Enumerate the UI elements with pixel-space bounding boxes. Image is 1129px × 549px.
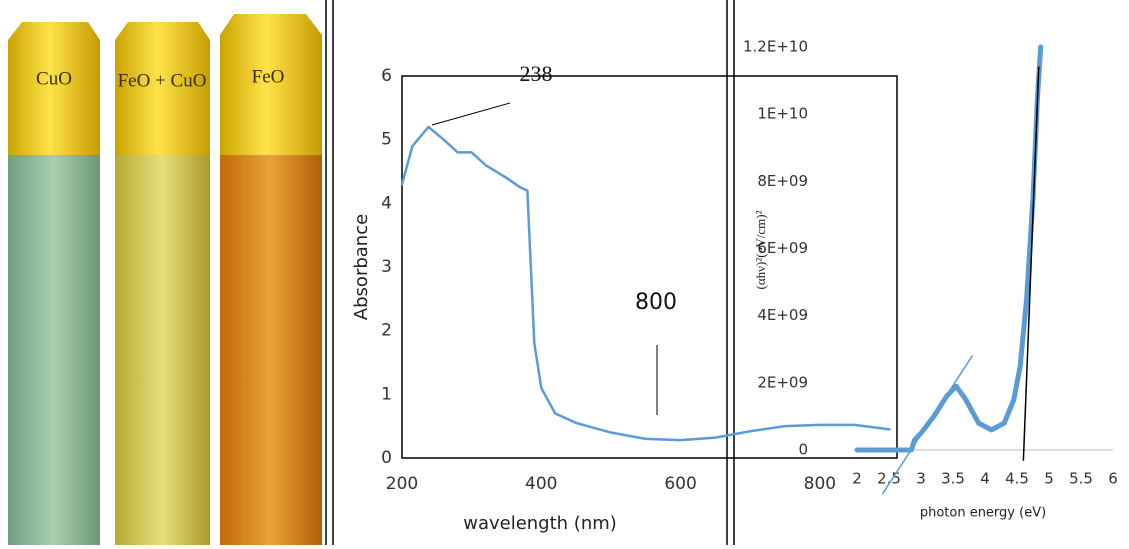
y-tick-label: 3 [381, 257, 392, 277]
x-tick-label: 600 [664, 474, 696, 494]
x-tick-label: 400 [525, 474, 557, 494]
y-tick-label: 0 [381, 448, 392, 468]
y-tick-label: 2E+09 [757, 373, 808, 391]
x-tick-label: 2 [852, 470, 862, 488]
annotation: 238 [520, 61, 553, 86]
y-tick-label: 0 [798, 441, 808, 459]
y-tick-label: 8E+09 [757, 172, 808, 190]
data-line [854, 44, 1044, 453]
plot-frame [401, 75, 898, 459]
tube-cap [115, 22, 210, 155]
x-tick-label: 6 [1108, 470, 1118, 488]
tube [115, 150, 210, 545]
x-axis-title: wavelength (nm) [463, 513, 617, 534]
data-line [881, 355, 973, 495]
tube-label: CuO [36, 68, 72, 89]
data-line [1022, 66, 1040, 461]
y-tick-label: 6E+09 [757, 239, 808, 257]
x-tick-label: 200 [386, 474, 418, 494]
x-tick-label: 4 [980, 470, 990, 488]
x-axis-title: photon energy (eV) [920, 506, 1046, 521]
y-axis-title: Absorbance [351, 214, 372, 320]
tube [220, 150, 322, 545]
x-tick-label: 4.5 [1005, 470, 1029, 488]
y-tick-label: 6 [381, 66, 392, 86]
y-tick-label: 1 [381, 384, 392, 404]
tube-cap [8, 22, 100, 155]
x-tick-label: 3 [916, 470, 926, 488]
y-tick-label: 1.2E+10 [743, 38, 808, 56]
y-tick-label: 4E+09 [757, 306, 808, 324]
y-tick-label: 5 [381, 130, 392, 150]
tube-cap [220, 14, 322, 155]
x-tick-label: 800 [804, 474, 836, 494]
data-line [400, 125, 891, 442]
y-tick-label: 4 [381, 193, 392, 213]
x-tick-label: 5.5 [1069, 470, 1093, 488]
x-tick-label: 3.5 [941, 470, 965, 488]
y-axis-title: (αhν)²(eV/cm)² [753, 210, 768, 289]
x-tick-label: 5 [1044, 470, 1054, 488]
annotation-leader [431, 102, 511, 126]
y-tick-label: 1E+10 [757, 105, 808, 123]
annotation: 800 [635, 290, 677, 315]
y-tick-label: 2 [381, 321, 392, 341]
tube [8, 150, 100, 545]
tube-label: FeO [252, 66, 285, 87]
tube-label: FeO + CuO [118, 70, 207, 91]
photo: CuO FeO + CuO FeO [0, 0, 325, 545]
